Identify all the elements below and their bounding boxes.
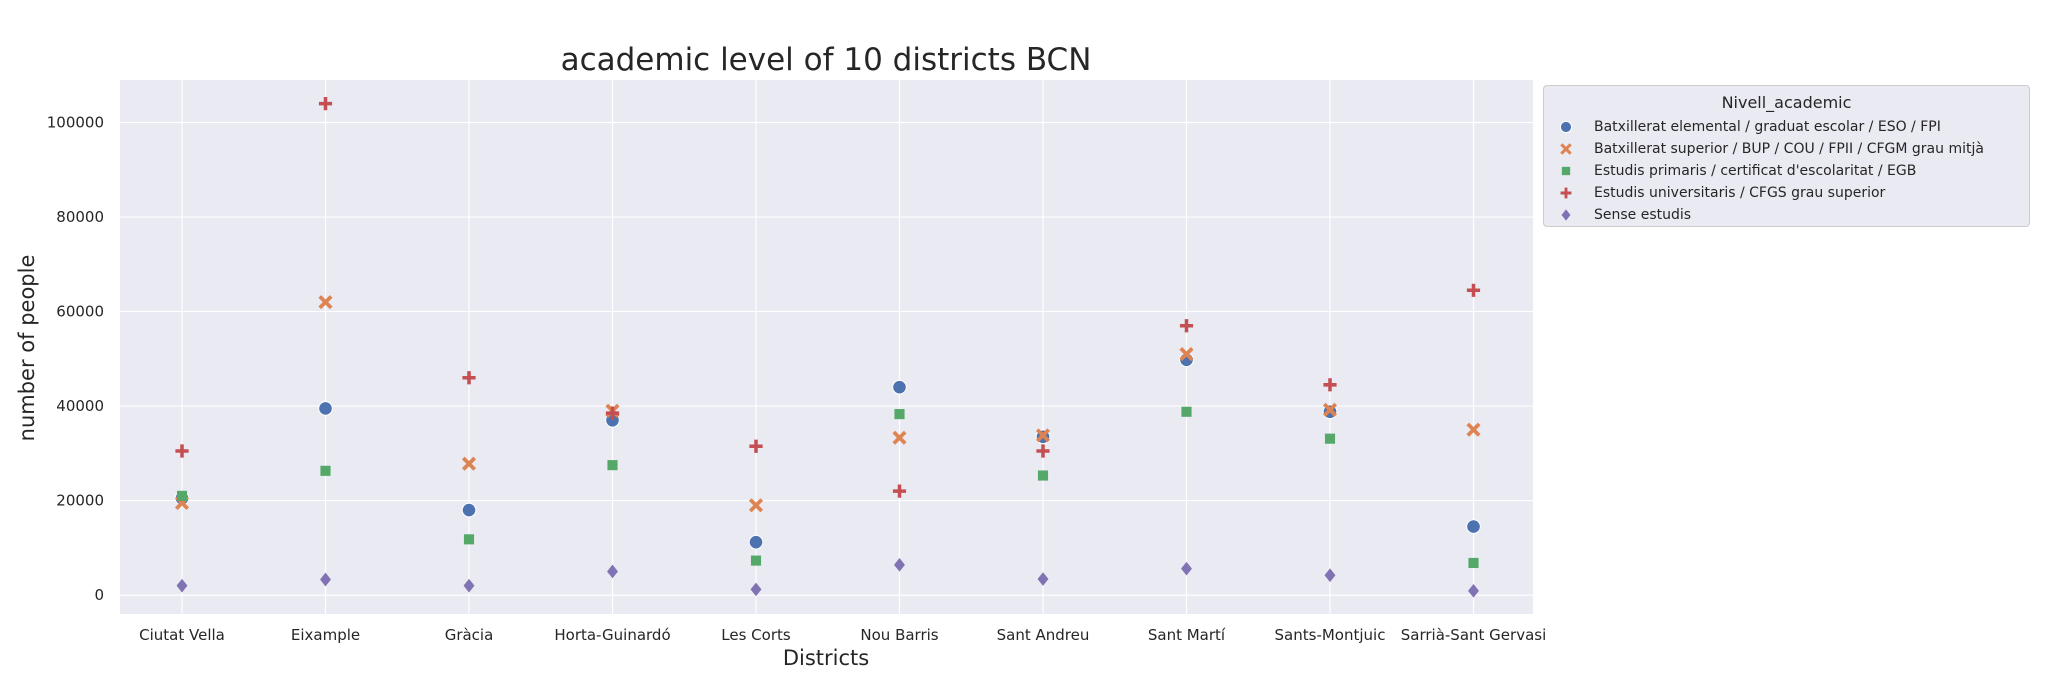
- y-tick-label: 20000: [56, 492, 104, 510]
- legend-marker-shape: [1559, 120, 1573, 134]
- legend-item: Sense estudis: [1556, 205, 1691, 225]
- x-tick-label: Ciutat Vella: [139, 626, 225, 644]
- data-point-square: [1181, 406, 1192, 417]
- x-axis-label: Districts: [783, 646, 869, 670]
- data-point-x: [1035, 428, 1051, 443]
- data-point-circle: [461, 502, 477, 518]
- plot-background: [120, 80, 1533, 614]
- data-point-diamond: [894, 558, 905, 572]
- x-tick-label: Horta-Guinardó: [554, 626, 670, 644]
- legend-item: Batxillerat superior / BUP / COU / FPII …: [1556, 139, 1984, 159]
- x-tick-label: Sarrià-Sant Gervasi: [1401, 626, 1547, 644]
- data-point-x: [318, 295, 333, 310]
- x-tick-label: Gràcia: [445, 626, 494, 644]
- legend-marker-shape: [1560, 143, 1572, 155]
- x-tick-label: Nou Barris: [860, 626, 938, 644]
- legend-marker-square: [1561, 166, 1571, 176]
- legend: Nivell_academic Batxillerat elemental / …: [1543, 85, 2030, 227]
- y-tick-labels: 0 20000 40000 60000 80000 100000: [47, 114, 104, 605]
- y-axis-label: number of people: [15, 255, 39, 442]
- x-tick-labels: Ciutat Vella Eixample Gràcia Horta-Guinardó…: [139, 626, 1546, 644]
- x-tick-label: Sant Martí: [1148, 626, 1226, 644]
- data-point-x: [1179, 347, 1194, 362]
- legend-label: Estudis universitaris / CFGS grau superi…: [1594, 185, 1886, 201]
- x-tick-label: Sants-Montjuic: [1275, 626, 1386, 644]
- data-point-plus: [605, 406, 620, 420]
- legend-label: Estudis primaris / certificat d'escolari…: [1594, 163, 1917, 179]
- data-point-square: [894, 409, 905, 420]
- grid-lines: [120, 80, 1533, 614]
- data-point-x: [748, 498, 764, 513]
- data-point-x: [1466, 422, 1481, 437]
- x-tick-label: Les Corts: [721, 626, 791, 644]
- data-point-diamond: [1181, 561, 1192, 576]
- data-point-x: [461, 456, 477, 471]
- data-point-square: [1324, 433, 1336, 444]
- y-tick-label: 40000: [56, 397, 104, 415]
- data-point-square: [1037, 470, 1049, 481]
- data-point-plus: [318, 97, 333, 111]
- data-point-square: [750, 555, 762, 566]
- data-point-square: [607, 460, 618, 471]
- data-point-diamond: [176, 578, 188, 593]
- data-point-plus: [749, 439, 763, 453]
- data-point-plus: [1179, 319, 1194, 333]
- data-point-x: [892, 430, 907, 445]
- data-point-plus: [892, 484, 907, 498]
- data-point-circle: [318, 401, 333, 416]
- data-point-square: [176, 490, 188, 501]
- data-point-square: [1468, 557, 1479, 569]
- data-point-diamond: [320, 572, 331, 587]
- data-point-diamond: [607, 564, 618, 579]
- data-point-x: [1322, 402, 1338, 417]
- data-point-plus: [175, 444, 189, 458]
- data-point-square: [463, 534, 475, 545]
- data-points: [174, 97, 1481, 598]
- legend-marker-shape: [1561, 209, 1571, 221]
- y-tick-label: 0: [94, 586, 104, 604]
- data-point-plus: [462, 371, 476, 385]
- legend-marker-plus: [1560, 187, 1572, 199]
- data-point-plus: [1466, 283, 1481, 297]
- data-point-circle: [1466, 519, 1481, 534]
- legend-label: Batxillerat elemental / graduat escolar …: [1594, 119, 1941, 135]
- legend-marker-diamond: [1561, 209, 1571, 221]
- data-point-diamond: [1324, 568, 1336, 583]
- y-tick-label: 80000: [56, 208, 104, 226]
- legend-title: Nivell_academic: [1721, 93, 1852, 112]
- legend-marker-shape: [1560, 187, 1572, 199]
- legend-marker-x: [1560, 143, 1572, 155]
- data-point-plus: [1323, 378, 1337, 392]
- legend-item: Estudis universitaris / CFGS grau superi…: [1556, 183, 1885, 203]
- data-point-diamond: [1037, 572, 1049, 586]
- x-tick-label: Sant Andreu: [997, 626, 1090, 644]
- legend-label: Batxillerat superior / BUP / COU / FPII …: [1594, 141, 1984, 157]
- data-point-square: [320, 465, 331, 476]
- data-point-diamond: [750, 582, 762, 597]
- legend-label: Sense estudis: [1594, 207, 1692, 223]
- legend-marker-circle: [1559, 120, 1573, 134]
- data-point-circle: [748, 534, 764, 550]
- x-tick-label: Eixample: [291, 626, 360, 644]
- chart-title: academic level of 10 districts BCN: [561, 42, 1092, 78]
- y-tick-label: 100000: [47, 114, 104, 132]
- y-tick-label: 60000: [56, 303, 104, 321]
- data-point-diamond: [1468, 584, 1479, 598]
- legend-item: Batxillerat elemental / graduat escolar …: [1556, 117, 1941, 137]
- legend-item: Estudis primaris / certificat d'escolari…: [1556, 161, 1916, 181]
- data-point-diamond: [463, 578, 475, 593]
- legend-marker-shape: [1561, 166, 1571, 176]
- data-point-circle: [892, 379, 907, 395]
- data-point-plus: [1036, 444, 1050, 458]
